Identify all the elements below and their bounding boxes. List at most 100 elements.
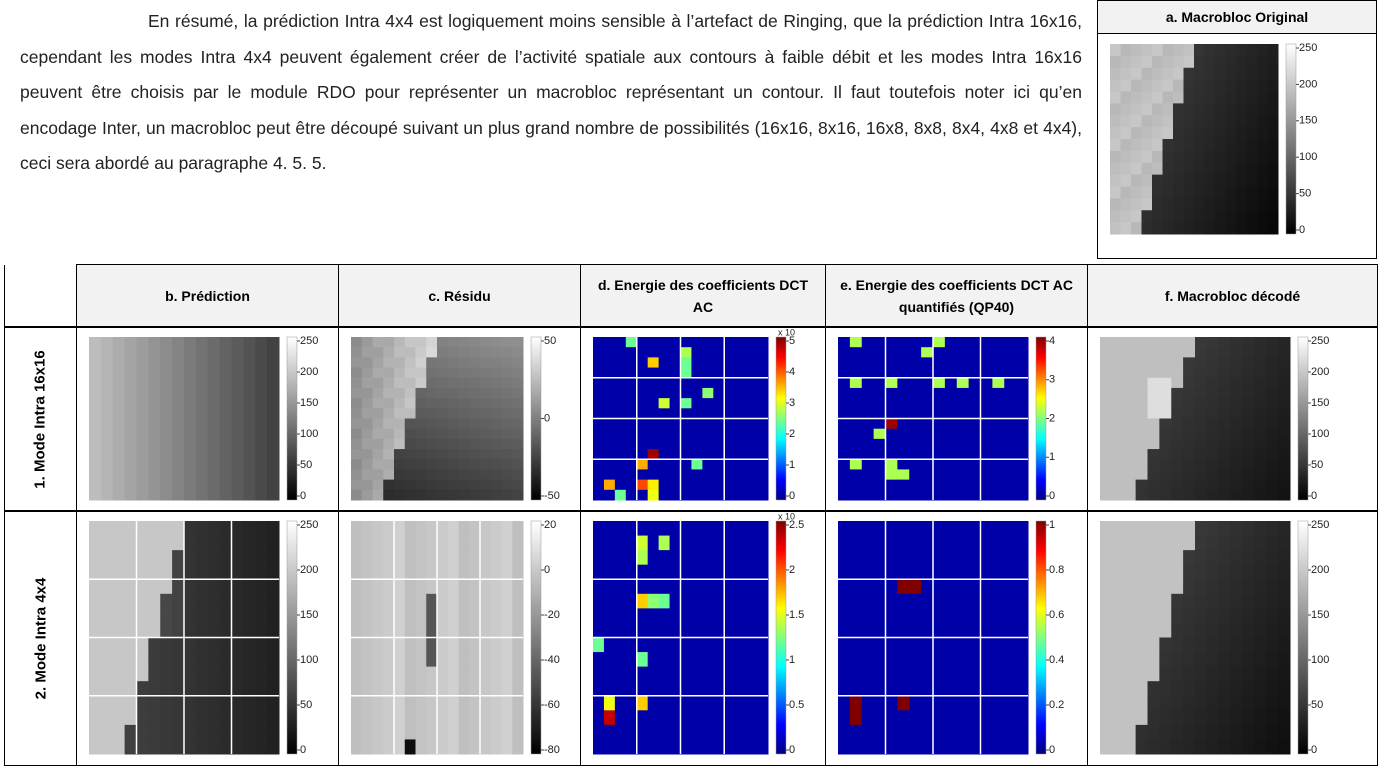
image-pixel bbox=[112, 347, 126, 358]
image-pixel bbox=[724, 535, 736, 551]
image-pixel bbox=[1225, 222, 1237, 235]
image-pixel bbox=[1278, 449, 1291, 460]
image-pixel bbox=[1162, 91, 1174, 104]
image-pixel bbox=[415, 652, 427, 668]
image-pixel bbox=[873, 666, 886, 682]
image-pixel bbox=[1278, 739, 1291, 755]
image-pixel bbox=[669, 564, 681, 580]
image-pixel bbox=[921, 337, 934, 348]
image-pixel bbox=[1152, 150, 1163, 164]
image-pixel bbox=[968, 347, 981, 358]
image-pixel bbox=[603, 479, 616, 491]
image-pixel bbox=[351, 398, 363, 409]
image-pixel bbox=[757, 637, 769, 653]
image-pixel bbox=[512, 535, 524, 551]
image-pixel bbox=[702, 535, 714, 551]
image-pixel bbox=[909, 681, 922, 697]
image-pixel bbox=[897, 438, 910, 450]
image-pixel bbox=[746, 377, 758, 389]
image-pixel bbox=[361, 564, 373, 580]
colorbar-label: 0 bbox=[1311, 490, 1317, 502]
image-pixel bbox=[680, 550, 692, 566]
image-pixel bbox=[112, 637, 126, 653]
image-pixel bbox=[1016, 681, 1029, 697]
image-pixel bbox=[897, 479, 910, 491]
image-pixel bbox=[713, 637, 725, 653]
image-pixel bbox=[1183, 449, 1196, 460]
image-pixel bbox=[933, 459, 946, 470]
image-pixel bbox=[1131, 115, 1142, 128]
image-pixel bbox=[746, 418, 758, 430]
image-pixel bbox=[1016, 637, 1029, 653]
colorbar-label: 50 bbox=[300, 699, 312, 711]
image-pixel bbox=[1147, 449, 1160, 460]
image-pixel bbox=[838, 521, 851, 537]
image-pixel bbox=[184, 652, 197, 668]
image-pixel bbox=[219, 622, 232, 638]
image-pixel bbox=[195, 428, 209, 440]
colorbar-label: 150 bbox=[1311, 397, 1329, 409]
image-pixel bbox=[980, 469, 993, 481]
image-pixel bbox=[480, 408, 492, 419]
image-pixel bbox=[447, 622, 459, 638]
image-pixel bbox=[956, 550, 970, 566]
image-pixel bbox=[219, 469, 232, 481]
image-pixel bbox=[1147, 377, 1160, 389]
image-pixel bbox=[255, 438, 268, 450]
image-pixel bbox=[112, 724, 126, 740]
image-pixel bbox=[1141, 103, 1153, 116]
image-pixel bbox=[219, 535, 232, 551]
image-pixel bbox=[647, 564, 660, 580]
image-pixel bbox=[1100, 367, 1113, 379]
colorbar-label: 20 bbox=[544, 519, 556, 531]
image-pixel bbox=[1123, 337, 1137, 348]
image-pixel bbox=[885, 367, 898, 379]
image-pixel bbox=[1254, 347, 1267, 358]
image-pixel bbox=[724, 428, 736, 440]
image-pixel bbox=[415, 337, 427, 348]
image-pixel bbox=[861, 479, 875, 491]
image-pixel bbox=[1194, 222, 1205, 235]
image-pixel bbox=[490, 367, 502, 379]
table-cell: 20 0 -20 -40 -60 -80 bbox=[338, 510, 581, 766]
image-pixel bbox=[437, 398, 449, 409]
colorbar bbox=[1035, 336, 1047, 501]
image-pixel bbox=[447, 418, 459, 430]
image-pixel bbox=[1246, 127, 1258, 140]
image-pixel bbox=[437, 724, 449, 740]
image-pixel bbox=[1266, 637, 1279, 653]
image-pixel bbox=[243, 695, 256, 711]
image-pixel bbox=[1135, 337, 1148, 348]
image-pixel bbox=[757, 622, 769, 638]
image-pixel bbox=[1242, 695, 1255, 711]
image-pixel bbox=[1183, 67, 1195, 81]
image-pixel bbox=[921, 398, 934, 409]
image-pixel bbox=[1195, 724, 1208, 740]
colorbar-label: 100 bbox=[1311, 428, 1329, 440]
image-pixel bbox=[1173, 222, 1184, 235]
image-pixel bbox=[1183, 622, 1196, 638]
image-pixel bbox=[100, 564, 114, 580]
image-pixel bbox=[724, 637, 736, 653]
image-pixel bbox=[921, 681, 934, 697]
image-pixel bbox=[469, 637, 481, 653]
image-pixel bbox=[1225, 91, 1237, 104]
image-pixel bbox=[1141, 198, 1153, 211]
image-pixel bbox=[1242, 459, 1255, 470]
image-pixel bbox=[968, 489, 981, 501]
image-pixel bbox=[1147, 408, 1160, 419]
image-pixel bbox=[849, 550, 863, 566]
image-pixel bbox=[426, 710, 438, 726]
image-pixel bbox=[1016, 710, 1029, 726]
image-pixel bbox=[1215, 127, 1226, 140]
image-pixel bbox=[861, 337, 875, 348]
image-pixel bbox=[1100, 724, 1113, 740]
image-pixel bbox=[909, 408, 922, 419]
image-pixel bbox=[1159, 652, 1172, 668]
image-pixel bbox=[501, 418, 513, 430]
image-pixel bbox=[849, 535, 863, 551]
image-pixel bbox=[1173, 55, 1184, 69]
image-pixel bbox=[490, 652, 502, 668]
cell-figure: 500-50 bbox=[351, 335, 560, 502]
original-title: a. Macrobloc Original bbox=[1097, 0, 1377, 34]
